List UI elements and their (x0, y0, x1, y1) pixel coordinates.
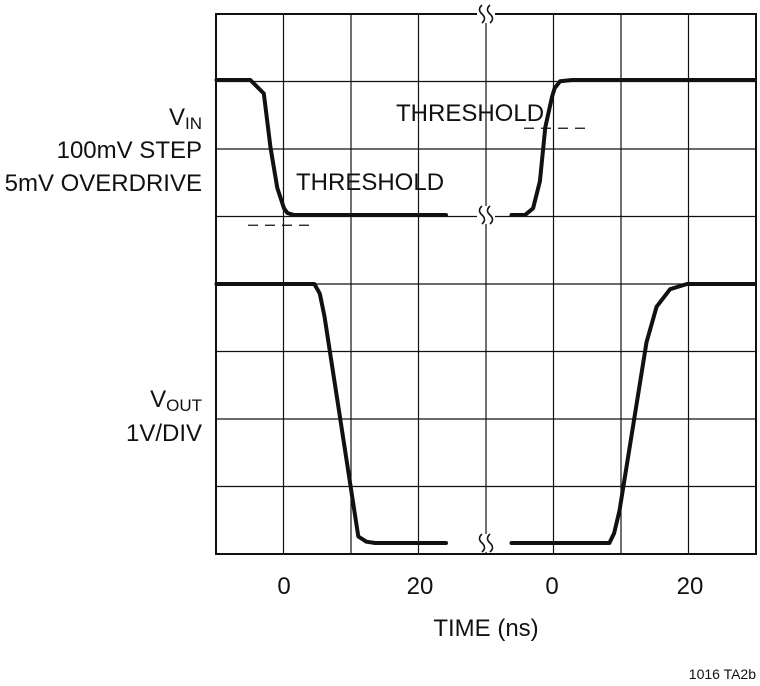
vin-sub: IN (185, 114, 202, 133)
axis-break-gap (477, 206, 495, 224)
vout-main: V (150, 386, 167, 413)
axis-break-marks (477, 4, 495, 553)
vin-label: VIN (168, 104, 202, 133)
vin-step-label: 100mV STEP (56, 137, 202, 164)
x-tick-label: 0 (277, 573, 291, 600)
axis-break-mark (486, 533, 494, 553)
threshold-markers (248, 127, 590, 226)
axis-break-mark (478, 4, 486, 24)
axis-break-mark (478, 533, 486, 553)
x-axis-title: TIME (ns) (433, 615, 539, 642)
vout-trace (214, 282, 448, 545)
vout-trace (509, 282, 757, 545)
vout-scale-label: 1V/DIV (125, 420, 202, 447)
waveforms (214, 78, 757, 545)
vin-overdrive-label: 5mV OVERDRIVE (4, 170, 202, 197)
axis-break-mark (486, 205, 494, 225)
axis-break-mark (478, 205, 486, 225)
vout-label: VOUT (150, 386, 202, 415)
axis-break-gap (477, 5, 495, 23)
axis-break-mark (486, 4, 494, 24)
vout-sub: OUT (166, 396, 202, 415)
threshold-label-falling: THRESHOLD (296, 169, 445, 196)
figure-id: 1016 TA2b (688, 666, 756, 682)
vin-trace (509, 78, 757, 217)
x-tick-label: 0 (545, 573, 559, 600)
threshold-label-rising: THRESHOLD (396, 100, 545, 127)
x-tick-label: 20 (406, 573, 434, 600)
x-tick-label: 20 (676, 573, 704, 600)
vin-trace (214, 78, 448, 217)
axis-break-gap (477, 534, 495, 552)
vin-main: V (168, 104, 185, 131)
